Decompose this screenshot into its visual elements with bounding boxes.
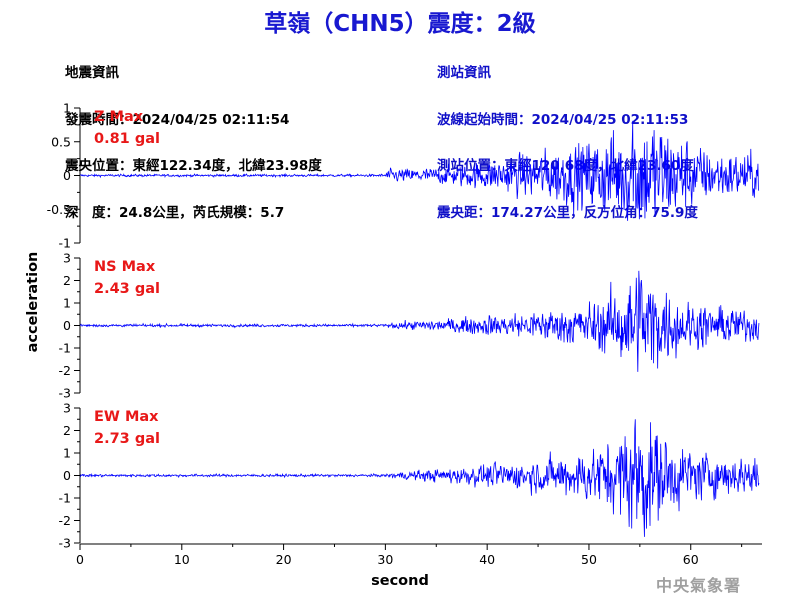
y-tick-label: -1 (59, 236, 71, 251)
panel-ew: 3 2 1 0 -1 -2 -3 EW Max 2.73 gal (59, 401, 760, 551)
max-value: 2.73 gal (94, 431, 160, 447)
waveform-ew (79, 419, 760, 537)
max-value: 0.81 gal (94, 131, 160, 147)
panel-ns: 3 2 1 0 -1 -2 -3 NS Max 2.43 gal (59, 251, 760, 401)
y-tick-label: 3 (63, 401, 71, 416)
x-tick-label: 60 (683, 552, 699, 567)
waveform-ns (79, 270, 760, 372)
station-info-heading: 測站資訊 (437, 65, 491, 81)
x-tick-label: 40 (479, 552, 495, 567)
y-tick-label: 2 (63, 423, 71, 438)
max-label: EW Max (94, 409, 159, 425)
y-tick-label: 0 (63, 468, 71, 483)
max-label: NS Max (94, 259, 156, 275)
y-tick-label: -2 (59, 363, 71, 378)
x-tick-label: 10 (174, 552, 190, 567)
x-axis-title: second (371, 573, 429, 589)
agency-watermark: 中央氣象署 (656, 576, 742, 595)
wave-start-time: 波線起始時間：2024/04/25 02:11:53 (437, 111, 689, 128)
x-axis: 0 10 20 30 40 50 60 (76, 543, 762, 567)
y-tick-label: 3 (63, 251, 71, 266)
quake-location: 震央位置：東經122.34度，北緯23.98度 (65, 158, 322, 174)
y-tick-label: 1 (63, 296, 71, 311)
panels: 1 0.5 0 -0.5 -1 Z Max 0.81 gal 3 2 1 0 -1 -2 -3 NS Max… (47, 101, 760, 551)
earthquake-info: 地震資訊 發震時間：2024/04/25 02:11:54 震央位置：東經122… (65, 35, 322, 237)
x-tick-label: 20 (276, 552, 292, 567)
y-tick-label: 1 (63, 446, 71, 461)
waveform-z (79, 120, 760, 221)
y-axis-title: acceleration (25, 252, 41, 353)
y-tick-label: -2 (59, 513, 71, 528)
y-tick-label: 2 (63, 273, 71, 288)
chart-title: 草嶺（CHN5）震度：2級 (264, 11, 536, 37)
y-tick-label: 0.5 (51, 134, 71, 149)
y-tick-label: -1 (59, 491, 71, 506)
quake-time: 發震時間：2024/04/25 02:11:54 (65, 111, 290, 128)
x-tick-label: 0 (76, 552, 84, 567)
y-tick-label: -3 (59, 386, 71, 401)
station-location: 測站位置：東經120.68度，北緯23.60度 (437, 158, 694, 174)
y-tick-label: 0 (63, 318, 71, 333)
y-tick-label: 0 (63, 168, 71, 183)
max-label: Z Max (94, 109, 144, 125)
epicentral-distance: 震央距：174.27公里，反方位角：75.9度 (437, 204, 698, 221)
panel-z: 1 0.5 0 -0.5 -1 Z Max 0.81 gal (47, 101, 760, 251)
quake-depth-magnitude: 深 度：24.8公里，芮氏規模：5.7 (65, 204, 285, 221)
station-info: 測站資訊 波線起始時間：2024/04/25 02:11:53 測站位置：東經1… (437, 35, 698, 237)
y-tick-label: -0.5 (47, 202, 71, 217)
x-tick-label: 30 (377, 552, 393, 567)
max-value: 2.43 gal (94, 281, 160, 297)
x-tick-label: 50 (581, 552, 597, 567)
quake-info-heading: 地震資訊 (65, 65, 119, 81)
y-tick-label: -1 (59, 341, 71, 356)
y-tick-label: 1 (63, 101, 71, 116)
y-tick-label: -3 (59, 536, 71, 551)
